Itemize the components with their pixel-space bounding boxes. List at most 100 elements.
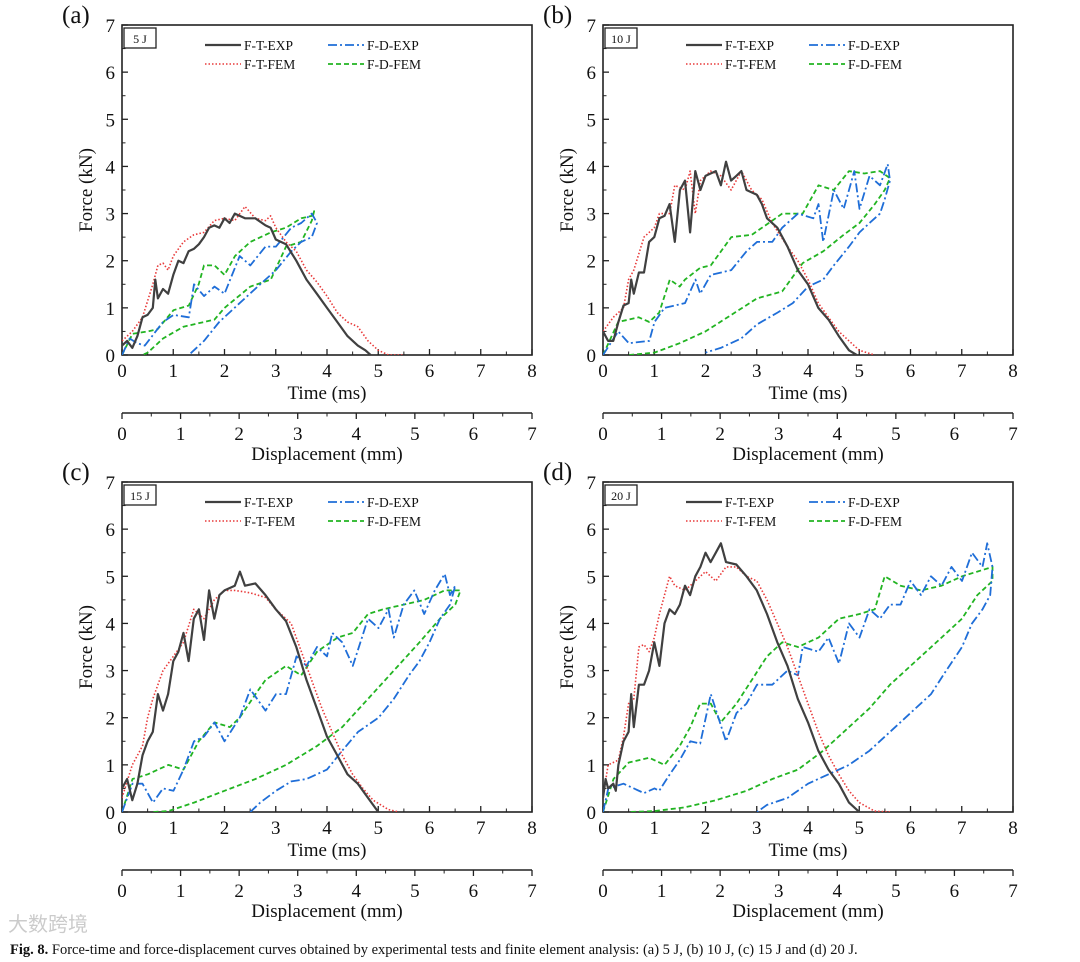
energy-box — [604, 27, 638, 49]
x-tick-label: 3 — [271, 818, 281, 839]
x2-tick-label: 6 — [469, 424, 479, 445]
y-tick-label: 1 — [587, 756, 597, 777]
x-tick-label: 8 — [527, 361, 537, 382]
y-tick-label: 7 — [587, 16, 597, 37]
legend-label: F-T-FEM — [244, 57, 295, 72]
energy-label: 15 J — [130, 489, 150, 503]
x2-tick-label: 6 — [950, 424, 960, 445]
energy-label: 5 J — [133, 32, 147, 46]
x-tick-label: 7 — [957, 361, 967, 382]
y-tick-label: 0 — [587, 346, 597, 367]
x-tick-label: 8 — [527, 818, 537, 839]
x-tick-label: 2 — [220, 818, 230, 839]
x2-tick-label: 3 — [774, 881, 784, 902]
x2-tick-label: 6 — [469, 881, 479, 902]
y-tick-label: 3 — [106, 662, 116, 683]
x-axis-title: Time (ms) — [768, 840, 847, 861]
x2-tick-label: 3 — [774, 424, 784, 445]
legend-label: F-T-EXP — [244, 495, 293, 510]
x-tick-label: 7 — [476, 818, 486, 839]
y-tick-label: 5 — [106, 567, 116, 588]
panel-label: (a) — [62, 2, 90, 29]
x-tick-label: 1 — [650, 361, 660, 382]
x2-tick-label: 1 — [176, 424, 186, 445]
x2-tick-label: 4 — [833, 881, 843, 902]
x2-tick-label: 5 — [410, 424, 420, 445]
x2-tick-label: 7 — [1008, 424, 1018, 445]
x-tick-label: 8 — [1008, 818, 1018, 839]
legend-label: F-T-EXP — [244, 38, 293, 53]
x-tick-label: 3 — [752, 361, 762, 382]
legend-label: F-D-EXP — [848, 38, 900, 53]
chart-panel-a: (a) 0 1 2 3 4 5 6 7 0 1 2 3 4 5 6 7 8 Time (ms) Force (kN) 0… — [62, 2, 537, 465]
x2-tick-label: 5 — [891, 881, 901, 902]
x-tick-label: 3 — [271, 361, 281, 382]
panel-label: (c) — [62, 459, 90, 486]
series-line-f-t-exp — [603, 542, 861, 812]
series-line-f-d-exp — [122, 573, 457, 812]
legend-label: F-T-FEM — [725, 514, 776, 529]
panel-label: (d) — [543, 459, 572, 486]
x-tick-label: 1 — [650, 818, 660, 839]
y-axis-title: Force (kN) — [557, 148, 578, 232]
y-tick-label: 4 — [106, 614, 116, 635]
x2-tick-label: 0 — [598, 424, 608, 445]
y-tick-label: 6 — [106, 520, 116, 541]
x2-tick-label: 7 — [527, 424, 537, 445]
x-tick-label: 6 — [906, 361, 916, 382]
x-tick-label: 0 — [598, 361, 608, 382]
series-line-f-d-exp — [603, 163, 891, 355]
y-tick-label: 1 — [106, 756, 116, 777]
x2-tick-label: 7 — [1008, 881, 1018, 902]
y-tick-label: 5 — [587, 110, 597, 131]
x-tick-label: 0 — [117, 818, 127, 839]
x2-tick-label: 1 — [176, 881, 186, 902]
plot-frame — [602, 24, 1014, 356]
y-tick-label: 0 — [106, 346, 116, 367]
series-line-f-t-fem — [122, 589, 399, 812]
y-tick-label: 6 — [587, 520, 597, 541]
plot-frame — [121, 24, 533, 356]
y-tick-label: 1 — [587, 299, 597, 320]
x-tick-label: 4 — [803, 818, 813, 839]
legend-label: F-D-FEM — [848, 57, 902, 72]
y-tick-label: 2 — [587, 709, 597, 730]
series-line-f-d-fem — [603, 170, 891, 355]
energy-box — [123, 27, 157, 49]
x-tick-label: 2 — [701, 818, 711, 839]
energy-box — [604, 484, 638, 506]
legend-label: F-D-EXP — [367, 495, 419, 510]
y-tick-label: 4 — [587, 614, 597, 635]
legend-label: F-T-FEM — [725, 57, 776, 72]
legend-label: F-T-EXP — [725, 495, 774, 510]
x-tick-label: 2 — [220, 361, 230, 382]
x-tick-label: 6 — [425, 818, 435, 839]
legend-label: F-D-EXP — [848, 495, 900, 510]
x2-axis-title: Displacement (mm) — [251, 901, 402, 922]
x-tick-label: 5 — [374, 361, 384, 382]
series-line-f-d-exp — [603, 542, 994, 812]
x2-tick-label: 1 — [657, 424, 667, 445]
y-axis-title: Force (kN) — [557, 605, 578, 689]
x2-tick-label: 3 — [293, 881, 303, 902]
x2-tick-label: 4 — [352, 881, 362, 902]
x2-tick-label: 3 — [293, 424, 303, 445]
y-tick-label: 7 — [587, 473, 597, 494]
x2-tick-label: 2 — [234, 424, 244, 445]
series-line-f-t-exp — [122, 570, 380, 812]
x2-tick-label: 2 — [234, 881, 244, 902]
x2-axis-title: Displacement (mm) — [732, 444, 883, 465]
x-tick-label: 5 — [855, 818, 865, 839]
y-tick-label: 2 — [106, 709, 116, 730]
y-tick-label: 3 — [587, 205, 597, 226]
y-tick-label: 3 — [106, 205, 116, 226]
y-axis-title: Force (kN) — [76, 148, 97, 232]
x-tick-label: 7 — [957, 818, 967, 839]
series-line-f-t-exp — [603, 160, 858, 355]
y-axis-title: Force (kN) — [76, 605, 97, 689]
x-tick-label: 8 — [1008, 361, 1018, 382]
series-line-f-d-fem — [122, 210, 315, 355]
caption-text: Force-time and force-displacement curves… — [51, 942, 858, 958]
x2-tick-label: 5 — [891, 424, 901, 445]
